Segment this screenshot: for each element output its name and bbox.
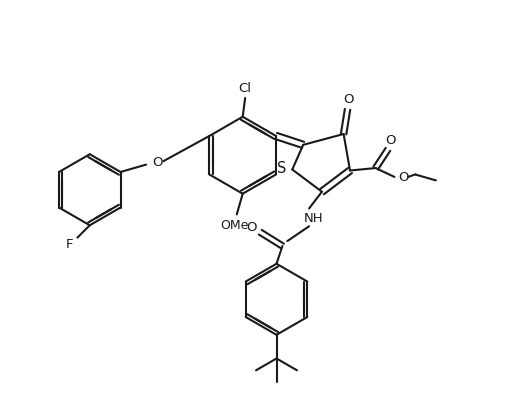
- Text: OMe: OMe: [221, 219, 249, 232]
- Text: Cl: Cl: [238, 82, 252, 95]
- Text: NH: NH: [304, 212, 324, 225]
- Text: O: O: [152, 156, 162, 168]
- Text: S: S: [277, 161, 286, 176]
- Text: O: O: [385, 134, 396, 147]
- Text: F: F: [65, 238, 73, 251]
- Text: O: O: [343, 93, 354, 106]
- Text: O: O: [398, 171, 409, 184]
- Text: O: O: [246, 221, 256, 234]
